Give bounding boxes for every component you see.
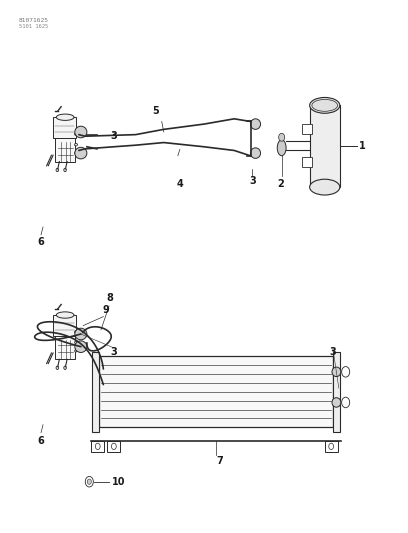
Ellipse shape — [75, 328, 87, 340]
Bar — [53, 315, 75, 336]
Ellipse shape — [75, 341, 87, 352]
Ellipse shape — [310, 179, 340, 195]
Circle shape — [341, 367, 350, 377]
Text: 3: 3 — [329, 346, 336, 357]
Ellipse shape — [75, 350, 77, 352]
Circle shape — [95, 443, 100, 449]
Text: 6: 6 — [38, 437, 44, 446]
Bar — [107, 441, 120, 452]
Circle shape — [64, 168, 67, 172]
Ellipse shape — [251, 119, 261, 130]
Bar — [302, 157, 313, 167]
Ellipse shape — [279, 133, 285, 141]
Bar — [100, 356, 333, 427]
Text: 8: 8 — [107, 294, 114, 303]
Text: 1: 1 — [359, 141, 366, 151]
Bar — [55, 336, 75, 359]
Circle shape — [56, 168, 59, 172]
Text: 9: 9 — [102, 305, 109, 315]
Ellipse shape — [75, 330, 78, 333]
Text: 10: 10 — [111, 477, 125, 487]
Ellipse shape — [56, 312, 74, 318]
Circle shape — [329, 443, 334, 449]
Circle shape — [64, 366, 67, 369]
Text: 3: 3 — [249, 176, 256, 186]
Text: 4: 4 — [177, 180, 183, 189]
Ellipse shape — [75, 143, 78, 146]
Text: 6: 6 — [38, 238, 44, 247]
Circle shape — [111, 443, 116, 449]
Ellipse shape — [332, 398, 341, 407]
Text: 5: 5 — [152, 106, 159, 116]
Text: 5101 1625: 5101 1625 — [19, 24, 48, 29]
Bar — [53, 117, 75, 139]
Text: 2: 2 — [277, 179, 284, 189]
Circle shape — [56, 366, 59, 369]
Ellipse shape — [56, 114, 74, 120]
Ellipse shape — [75, 341, 78, 344]
Text: 3: 3 — [110, 346, 117, 357]
Ellipse shape — [310, 98, 340, 114]
Circle shape — [341, 397, 350, 408]
Text: 7: 7 — [217, 456, 224, 466]
Bar — [310, 106, 340, 187]
Text: 3: 3 — [110, 132, 117, 141]
Ellipse shape — [75, 133, 78, 135]
Text: 81071625: 81071625 — [19, 18, 49, 22]
Ellipse shape — [75, 126, 87, 138]
Ellipse shape — [75, 147, 87, 159]
Ellipse shape — [277, 140, 286, 156]
Bar — [325, 441, 337, 452]
Bar — [302, 125, 313, 134]
Circle shape — [87, 479, 91, 484]
Bar — [333, 352, 340, 432]
Ellipse shape — [251, 148, 261, 158]
Circle shape — [85, 477, 93, 487]
Ellipse shape — [75, 152, 77, 154]
Ellipse shape — [332, 367, 341, 377]
Bar — [55, 139, 75, 161]
Bar — [91, 441, 104, 452]
Bar — [92, 352, 100, 432]
